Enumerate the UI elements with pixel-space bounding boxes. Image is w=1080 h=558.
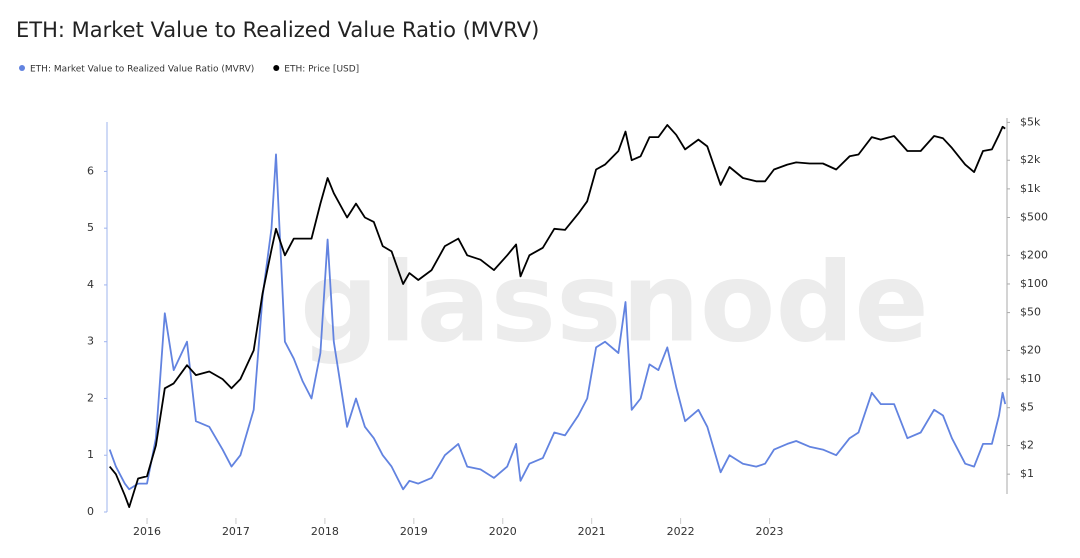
y-tick-label: 6	[87, 164, 94, 177]
x-tick-label: 2023	[756, 525, 784, 538]
data-line	[109, 124, 1006, 508]
legend-marker	[273, 65, 280, 71]
x-tick-label: 2017	[222, 525, 250, 538]
y-tick-label: 5	[87, 221, 94, 234]
y-tick-label: 2	[87, 391, 94, 404]
y-tick-label: 1	[87, 448, 94, 461]
y2-tick-label: $1k	[1020, 182, 1041, 195]
y-tick-label: 0	[87, 505, 94, 518]
y2-tick-label: $5k	[1020, 115, 1041, 128]
legend-label: ETH: Price [USD]	[284, 65, 359, 75]
y2-tick-label: $20	[1020, 343, 1041, 356]
x-tick-label: 2019	[400, 525, 428, 538]
y2-tick-label: $5	[1020, 401, 1034, 414]
y2-tick-label: $50	[1020, 306, 1041, 319]
data-line	[108, 153, 1007, 491]
y2-tick-label: $2	[1020, 439, 1034, 452]
y-tick-label: 3	[87, 335, 94, 348]
y2-tick-label: $2k	[1020, 153, 1041, 166]
x-tick-label: 2016	[133, 525, 161, 538]
watermark: glassnode	[300, 238, 929, 366]
x-tick-label: 2020	[489, 525, 517, 538]
x-tick-label: 2022	[667, 525, 695, 538]
y2-tick-label: $200	[1020, 248, 1048, 261]
legend-marker	[19, 65, 25, 71]
y2-tick-label: $100	[1020, 277, 1048, 290]
chart-title: ETH: Market Value to Realized Value Rati…	[16, 18, 539, 42]
legend-label: ETH: Market Value to Realized Value Rati…	[30, 65, 254, 75]
x-tick-label: 2018	[311, 525, 339, 538]
y2-tick-label: $500	[1020, 211, 1048, 224]
y-tick-label: 4	[87, 278, 94, 291]
y2-tick-label: $10	[1020, 372, 1041, 385]
y2-tick-label: $1	[1020, 467, 1034, 480]
x-tick-label: 2021	[578, 525, 606, 538]
